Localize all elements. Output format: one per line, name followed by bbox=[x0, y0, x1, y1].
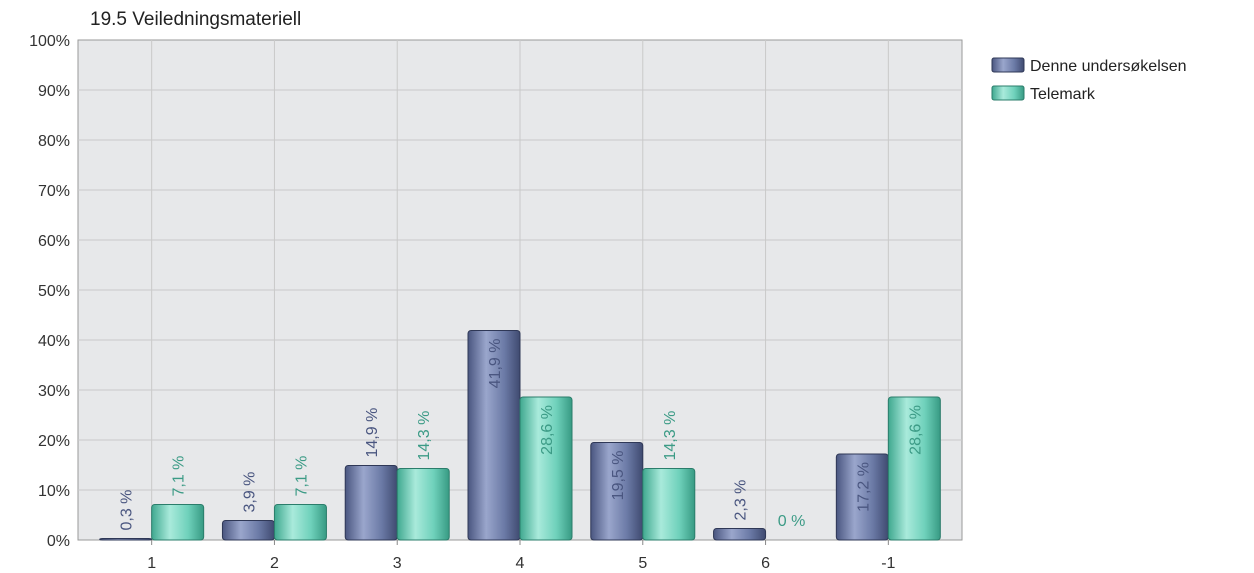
data-label: 28,6 % bbox=[539, 405, 556, 455]
y-tick-label: 70% bbox=[38, 183, 70, 200]
x-tick-label: 6 bbox=[761, 555, 770, 572]
x-tick-label: 2 bbox=[270, 555, 279, 572]
bar-denne-undersokelsen bbox=[99, 538, 153, 541]
data-label: 14,3 % bbox=[662, 411, 679, 461]
y-tick-label: 90% bbox=[38, 83, 70, 100]
y-tick-label: 20% bbox=[38, 433, 70, 450]
bar-denne-undersokelsen bbox=[221, 520, 275, 541]
data-label: 0,3 % bbox=[119, 490, 136, 531]
data-label: 7,1 % bbox=[293, 456, 310, 497]
bar-denne-undersokelsen bbox=[713, 528, 767, 541]
legend-swatch bbox=[991, 85, 1025, 101]
y-tick-label: 80% bbox=[38, 133, 70, 150]
bar-telemark bbox=[273, 504, 327, 541]
y-tick-label: 0% bbox=[47, 533, 70, 550]
x-tick-label: 4 bbox=[516, 555, 525, 572]
data-label: 14,3 % bbox=[416, 411, 433, 461]
data-label: 2,3 % bbox=[733, 480, 750, 521]
legend-label: Telemark bbox=[1030, 86, 1096, 103]
data-label: 19,5 % bbox=[610, 451, 627, 501]
chart-title: 19.5 Veiledningsmateriell bbox=[90, 9, 301, 30]
y-tick-label: 50% bbox=[38, 283, 70, 300]
x-tick-label: 1 bbox=[147, 555, 156, 572]
y-tick-label: 10% bbox=[38, 483, 70, 500]
y-tick-label: 60% bbox=[38, 233, 70, 250]
legend-label: Denne undersøkelsen bbox=[1030, 58, 1187, 75]
data-label: 3,9 % bbox=[241, 472, 258, 513]
bar-telemark bbox=[642, 468, 696, 541]
x-tick-label: -1 bbox=[881, 555, 895, 572]
data-label: 14,9 % bbox=[364, 408, 381, 458]
data-label: 41,9 % bbox=[487, 339, 504, 389]
data-label: 0 % bbox=[778, 513, 806, 530]
y-tick-label: 100% bbox=[29, 33, 70, 50]
y-tick-label: 30% bbox=[38, 383, 70, 400]
bar-telemark bbox=[396, 468, 450, 541]
x-tick-label: 5 bbox=[638, 555, 647, 572]
bar-telemark bbox=[151, 504, 205, 541]
data-label: 28,6 % bbox=[907, 405, 924, 455]
x-tick-label: 3 bbox=[393, 555, 402, 572]
data-label: 7,1 % bbox=[171, 456, 188, 497]
legend-swatch bbox=[991, 57, 1025, 73]
bar-telemark bbox=[887, 396, 941, 541]
bar-telemark bbox=[519, 396, 573, 541]
bar-denne-undersokelsen bbox=[344, 465, 398, 541]
y-tick-label: 40% bbox=[38, 333, 70, 350]
data-label: 17,2 % bbox=[855, 462, 872, 512]
